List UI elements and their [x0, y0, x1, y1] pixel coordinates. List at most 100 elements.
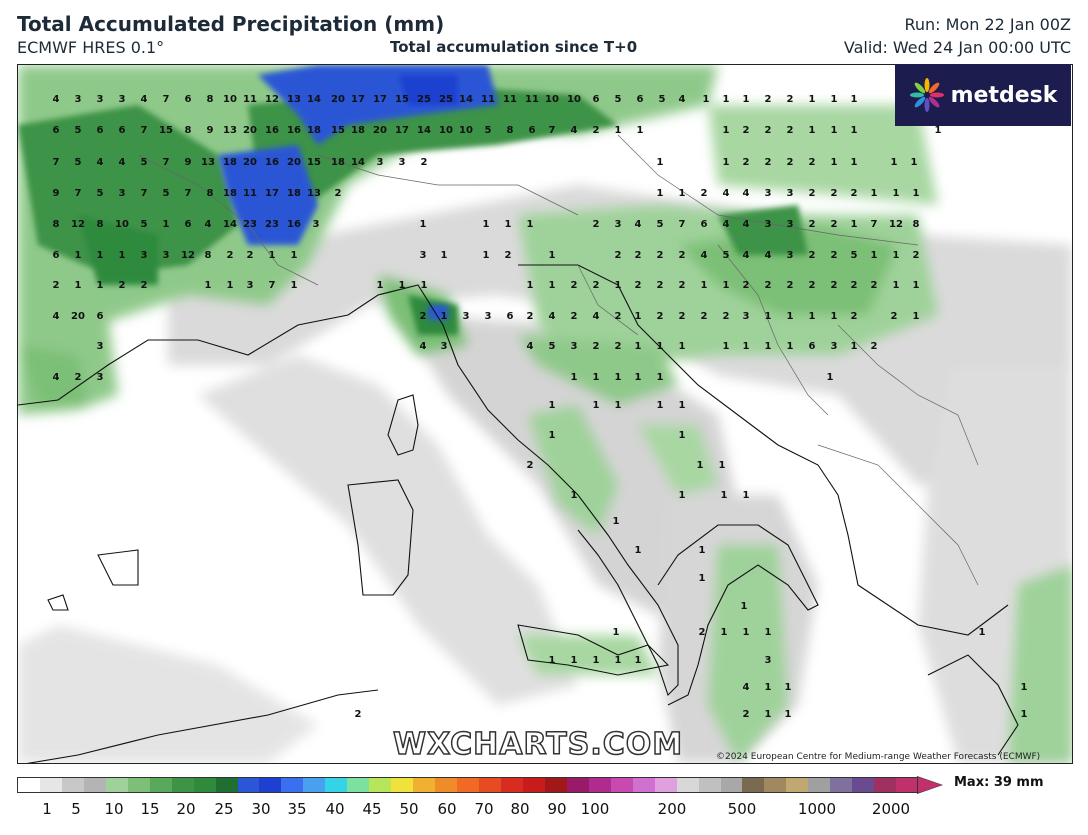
precip-value-label: 1	[679, 400, 686, 411]
colorbar-segment	[896, 778, 919, 792]
colorbar-segment	[544, 778, 567, 792]
precip-value-label: 4	[53, 372, 60, 383]
precip-value-label: 1	[549, 250, 556, 261]
precip-value-label: 14	[459, 94, 473, 105]
precip-value-label: 12	[181, 250, 195, 261]
precip-value-label: 2	[809, 157, 816, 168]
precip-value-label: 2	[809, 250, 816, 261]
precip-value-label: 2	[765, 157, 772, 168]
precip-value-label: 6	[185, 219, 192, 230]
precip-value-label: 1	[571, 372, 578, 383]
precip-value-label: 2	[787, 125, 794, 136]
precip-value-label: 2	[527, 460, 534, 471]
precip-value-label: 2	[119, 280, 126, 291]
precip-value-label: 20	[373, 125, 387, 136]
colorbar-segment	[237, 778, 260, 792]
precip-value-label: 3	[831, 341, 838, 352]
colorbar-tick-label: 40	[325, 800, 345, 818]
precip-value-label: 3	[163, 250, 170, 261]
colorbar-tick-label: 10	[104, 800, 124, 818]
precip-value-label: 11	[525, 94, 539, 105]
precip-value-label: 15	[395, 94, 409, 105]
precip-value-label: 20	[71, 311, 85, 322]
precip-value-label: 1	[679, 188, 686, 199]
precip-value-label: 1	[723, 125, 730, 136]
colorbar-tick-label: 2000	[871, 800, 911, 818]
precip-value-label: 5	[549, 341, 556, 352]
precip-value-label: 2	[75, 372, 82, 383]
precip-value-label: 25	[439, 94, 453, 105]
precip-value-label: 4	[743, 250, 750, 261]
precip-value-label: 3	[119, 94, 126, 105]
precip-value-label: 17	[395, 125, 409, 136]
precip-value-label: 3	[97, 341, 104, 352]
precip-value-label: 1	[809, 125, 816, 136]
precip-value-label: 4	[701, 250, 708, 261]
precip-value-label: 1	[527, 219, 534, 230]
precipitation-map[interactable]: 4 3 3 3 4 7 6 8 10 11 12 13 14 20 17 17 15 25 25 14 11 11 11 10…	[17, 64, 1073, 764]
precip-value-label: 2	[809, 219, 816, 230]
precip-value-label: 5	[163, 188, 170, 199]
precip-value-label: 8	[507, 125, 514, 136]
precip-value-label: 9	[185, 157, 192, 168]
precip-value-label: 4	[97, 157, 104, 168]
colorbar-segment	[522, 778, 545, 792]
precip-value-label: 1	[719, 460, 726, 471]
precip-value-label: 1	[893, 188, 900, 199]
precip-value-label: 1	[635, 655, 642, 666]
precip-value-label: 1	[743, 94, 750, 105]
precip-value-label: 8	[97, 219, 104, 230]
precip-value-label: 3	[75, 94, 82, 105]
precip-value-label: 1	[527, 280, 534, 291]
precip-value-label: 1	[679, 490, 686, 501]
precip-value-label: 1	[657, 188, 664, 199]
precip-value-label: 2	[851, 311, 858, 322]
precip-value-label: 9	[207, 125, 214, 136]
precip-value-label: 2	[809, 280, 816, 291]
precip-value-label: 1	[97, 250, 104, 261]
precip-value-label: 2	[787, 280, 794, 291]
colorbar-segment	[61, 778, 84, 792]
precip-value-label: 2	[831, 188, 838, 199]
colorbar-tick-label: 90	[547, 800, 567, 818]
precip-value-label: 1	[809, 311, 816, 322]
precip-value-label: 1	[615, 400, 622, 411]
precip-value-label: 1	[75, 250, 82, 261]
precip-value-label: 7	[75, 188, 82, 199]
precip-value-label: 1	[911, 157, 918, 168]
colorbar-segment	[369, 778, 392, 792]
precip-value-label: 2	[355, 709, 362, 720]
precip-value-label: 2	[765, 125, 772, 136]
colorbar-segment	[193, 778, 216, 792]
precip-value-label: 3	[765, 188, 772, 199]
precip-value-label: 11	[503, 94, 517, 105]
precip-value-label: 10	[545, 94, 559, 105]
precip-value-label: 7	[163, 157, 170, 168]
precip-value-label: 1	[785, 709, 792, 720]
precip-value-label: 1	[723, 157, 730, 168]
precip-value-label: 1	[851, 125, 858, 136]
precip-value-label: 17	[265, 188, 279, 199]
precip-value-label: 1	[871, 188, 878, 199]
precip-value-label: 1	[613, 516, 620, 527]
precip-value-label: 4	[635, 219, 642, 230]
precip-value-label: 20	[287, 157, 301, 168]
precip-value-label: 1	[657, 372, 664, 383]
precip-value-label: 23	[265, 219, 279, 230]
precip-value-label: 4	[527, 341, 534, 352]
precip-value-label: 11	[243, 188, 257, 199]
colorbar-tick-label: 25	[214, 800, 234, 818]
precip-value-label: 3	[313, 219, 320, 230]
colorbar-tick-label: 1	[42, 800, 52, 818]
colorbar-tick-label: 50	[399, 800, 419, 818]
precip-value-label: 2	[871, 280, 878, 291]
precip-value-label: 2	[247, 250, 254, 261]
precip-value-label: 6	[97, 311, 104, 322]
copyright-note: ©2024 European Centre for Medium-range W…	[716, 752, 1041, 762]
precip-value-label: 6	[53, 125, 60, 136]
precip-value-label: 5	[657, 219, 664, 230]
precip-value-label: 8	[53, 219, 60, 230]
precip-value-label: 1	[615, 372, 622, 383]
precip-value-label: 3	[615, 219, 622, 230]
precip-value-label: 8	[207, 188, 214, 199]
